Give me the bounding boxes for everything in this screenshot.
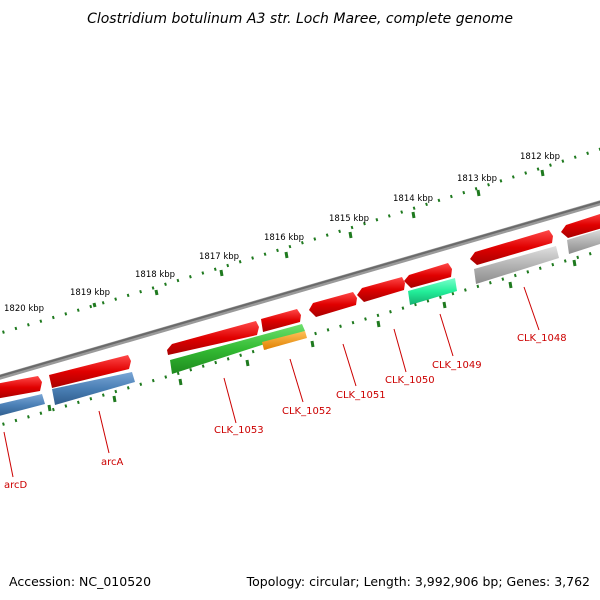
kbp-label: 1812 kbp <box>520 152 560 162</box>
gene-label-arcD: arcD <box>4 480 28 491</box>
gene-arcA-feature <box>52 372 135 405</box>
gene-arcA-cds <box>49 355 131 388</box>
feature-row <box>0 229 600 416</box>
kbp-label: 1817 kbp <box>199 252 239 262</box>
accession-text: Accession: NC_010520 <box>9 574 151 589</box>
inner-major-ticks <box>47 259 577 412</box>
outer-ruler <box>0 147 600 335</box>
genome-backbone-shade <box>0 200 600 378</box>
ruler-tick <box>348 231 353 239</box>
inner-ruler <box>0 249 600 427</box>
gene-CLK_1048-cds <box>470 230 553 265</box>
leader-CLK_1048 <box>523 286 540 331</box>
kbp-label: 1818 kbp <box>135 270 175 280</box>
map-title: Clostridium botulinum A3 str. Loch Maree… <box>87 11 513 27</box>
gene-next-feature <box>567 229 600 254</box>
gene-label-CLK_1048: CLK_1048 <box>517 333 567 344</box>
ruler-tick <box>442 301 447 309</box>
ruler-tick <box>411 211 416 219</box>
ruler-tick <box>219 269 224 277</box>
label-leaders <box>3 286 540 478</box>
ruler-tick <box>376 320 381 328</box>
gene-CLK_1050-cds <box>357 277 405 302</box>
leader-CLK_1053 <box>223 377 237 424</box>
cds-row <box>0 213 600 399</box>
ruler-tick <box>508 281 513 289</box>
gene-arcD-cds <box>0 376 42 399</box>
kbp-label: 1813 kbp <box>457 174 497 184</box>
kbp-label: 1819 kbp <box>70 288 110 298</box>
ruler-tick <box>245 359 250 367</box>
gene-CLK_1051-cds <box>309 292 357 317</box>
gene-label-CLK_1052: CLK_1052 <box>282 406 332 417</box>
leader-CLK_1049 <box>439 313 454 357</box>
gene-label-arcA: arcA <box>101 457 124 468</box>
gene-arcD-feature <box>0 394 45 416</box>
genome-stats-text: Topology: circular; Length: 3,992,906 bp… <box>246 574 590 589</box>
leader-CLK_1051 <box>342 343 357 387</box>
ruler-tick <box>310 340 315 348</box>
gene-CLK_1053-cds <box>167 321 259 355</box>
kbp-label: 1814 kbp <box>393 194 433 204</box>
gene-next-cds <box>561 213 600 238</box>
ruler-tick <box>476 189 481 197</box>
ruler-tick <box>112 395 117 403</box>
gene-CLK_1053-feature <box>170 324 305 374</box>
ruler-tick <box>92 302 97 308</box>
gene-label-CLK_1053: CLK_1053 <box>214 425 264 436</box>
gene-CLK_1049-feature <box>408 278 457 305</box>
leader-CLK_1052 <box>289 358 304 403</box>
ruler-tick <box>540 169 545 177</box>
leader-arcD <box>3 431 14 478</box>
ruler-tick <box>284 251 289 259</box>
gene-CLK_1049-cds <box>404 263 452 288</box>
ruler-tick <box>178 378 183 386</box>
leader-CLK_1050 <box>393 328 407 373</box>
gene-label-CLK_1051: CLK_1051 <box>336 390 386 401</box>
outer-major-ticks <box>92 169 545 308</box>
gene-CLK_1048-feature <box>474 246 559 284</box>
ruler-tick <box>154 289 159 296</box>
kbp-label: 1815 kbp <box>329 214 369 224</box>
ruler-tick <box>572 259 577 267</box>
gene-label-CLK_1049: CLK_1049 <box>432 360 482 371</box>
kbp-labels: 1820 kbp 1819 kbp 1818 kbp 1817 kbp 1816… <box>4 152 560 314</box>
gene-labels: arcD arcA CLK_1053 CLK_1052 CLK_1051 CLK… <box>4 333 567 491</box>
gene-CLK_1052-cds <box>261 309 301 332</box>
kbp-label: 1816 kbp <box>264 233 304 243</box>
kbp-label: 1820 kbp <box>4 304 44 314</box>
gene-CLK_1052-feature <box>262 331 307 350</box>
leader-arcA <box>98 410 110 454</box>
ruler-tick <box>47 404 52 412</box>
gene-label-CLK_1050: CLK_1050 <box>385 375 435 386</box>
